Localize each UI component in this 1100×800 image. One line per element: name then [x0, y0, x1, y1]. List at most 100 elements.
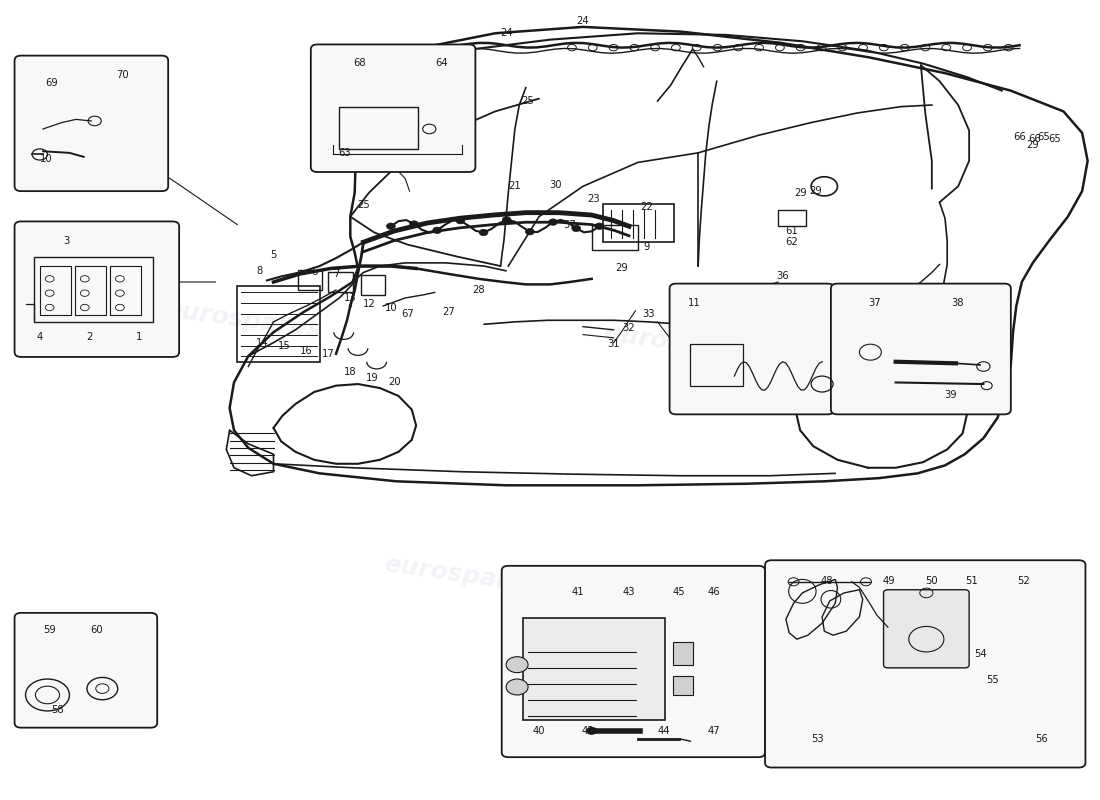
FancyBboxPatch shape [502, 566, 766, 757]
Text: 5: 5 [271, 250, 277, 260]
Text: 57: 57 [563, 220, 576, 230]
Text: 29: 29 [1026, 140, 1039, 150]
Text: 32: 32 [623, 323, 636, 334]
Text: 25: 25 [358, 200, 370, 210]
Circle shape [572, 225, 581, 231]
Text: 13: 13 [344, 293, 356, 303]
Text: 10: 10 [385, 303, 397, 314]
FancyBboxPatch shape [673, 642, 693, 665]
Text: 24: 24 [576, 16, 590, 26]
Text: 23: 23 [587, 194, 601, 204]
FancyBboxPatch shape [830, 284, 1011, 414]
Text: 31: 31 [607, 339, 620, 349]
Text: 56: 56 [1035, 734, 1048, 744]
Text: 14: 14 [256, 338, 268, 347]
Text: 18: 18 [344, 367, 356, 377]
Text: 28: 28 [472, 285, 485, 295]
Text: 47: 47 [707, 726, 719, 735]
FancyBboxPatch shape [522, 618, 666, 721]
Text: 12: 12 [363, 299, 375, 310]
Text: 10: 10 [40, 154, 53, 164]
FancyBboxPatch shape [670, 284, 834, 414]
FancyBboxPatch shape [14, 56, 168, 191]
Text: 1: 1 [136, 332, 142, 342]
Text: 45: 45 [672, 587, 684, 598]
Text: 42: 42 [582, 726, 595, 735]
Text: 3: 3 [64, 236, 69, 246]
Text: 64: 64 [436, 58, 448, 68]
Text: 66: 66 [1028, 134, 1042, 143]
Text: 69: 69 [46, 78, 58, 88]
Text: 25: 25 [521, 96, 535, 106]
Circle shape [506, 679, 528, 695]
Text: 49: 49 [882, 576, 894, 586]
Text: 4: 4 [36, 332, 43, 342]
Circle shape [456, 218, 465, 224]
Text: 15: 15 [278, 341, 290, 350]
Text: 46: 46 [707, 587, 719, 598]
Circle shape [526, 229, 535, 235]
Text: 52: 52 [1018, 576, 1030, 586]
Text: 24: 24 [499, 28, 513, 38]
Text: 27: 27 [442, 307, 455, 318]
Text: 63: 63 [339, 148, 351, 158]
Text: 62: 62 [785, 237, 798, 247]
Text: 43: 43 [623, 587, 635, 598]
Text: 39: 39 [945, 390, 957, 400]
FancyBboxPatch shape [766, 560, 1086, 767]
Text: 65: 65 [1048, 134, 1062, 143]
Text: 6: 6 [311, 267, 317, 278]
Text: 29: 29 [615, 263, 628, 274]
Text: 30: 30 [549, 180, 562, 190]
Text: 66: 66 [1013, 132, 1026, 142]
Text: 33: 33 [642, 309, 654, 319]
Text: 58: 58 [51, 706, 64, 715]
Circle shape [506, 657, 528, 673]
Text: 29: 29 [794, 188, 806, 198]
Text: eurospares: eurospares [383, 553, 542, 598]
Text: 53: 53 [812, 734, 824, 744]
Text: 37: 37 [868, 298, 880, 308]
Circle shape [549, 219, 558, 226]
Text: 20: 20 [388, 378, 400, 387]
Text: 48: 48 [821, 576, 833, 586]
Text: 68: 68 [353, 58, 366, 68]
Text: 61: 61 [785, 226, 798, 236]
Text: 9: 9 [644, 242, 650, 252]
Circle shape [480, 230, 488, 236]
Text: 22: 22 [640, 202, 653, 212]
FancyBboxPatch shape [14, 613, 157, 728]
Circle shape [386, 223, 395, 230]
Text: 38: 38 [952, 298, 964, 308]
Text: 35: 35 [728, 290, 740, 300]
Text: 34: 34 [681, 299, 693, 310]
Text: 60: 60 [90, 626, 102, 635]
Text: 50: 50 [925, 576, 937, 586]
Circle shape [595, 223, 604, 230]
Text: 11: 11 [688, 298, 701, 308]
Text: eurospares: eurospares [163, 298, 322, 343]
Text: 17: 17 [322, 349, 334, 358]
Text: 67: 67 [402, 309, 414, 319]
Circle shape [503, 217, 512, 223]
Circle shape [432, 227, 441, 234]
Text: 65: 65 [1037, 132, 1050, 142]
Text: 51: 51 [965, 576, 978, 586]
Text: 7: 7 [333, 269, 339, 279]
Text: 70: 70 [116, 70, 129, 81]
Text: 41: 41 [572, 587, 585, 598]
FancyBboxPatch shape [673, 676, 693, 695]
Text: 19: 19 [366, 373, 378, 382]
FancyBboxPatch shape [14, 222, 179, 357]
Circle shape [409, 221, 418, 227]
Text: 54: 54 [975, 649, 987, 659]
Text: 16: 16 [300, 346, 312, 355]
Text: 2: 2 [86, 332, 92, 342]
Circle shape [586, 727, 597, 735]
Text: eurospares: eurospares [602, 322, 761, 367]
Text: 40: 40 [532, 726, 544, 735]
Text: 21: 21 [508, 182, 521, 191]
Text: 59: 59 [43, 626, 56, 635]
FancyBboxPatch shape [311, 45, 475, 172]
Text: 29: 29 [810, 186, 822, 196]
